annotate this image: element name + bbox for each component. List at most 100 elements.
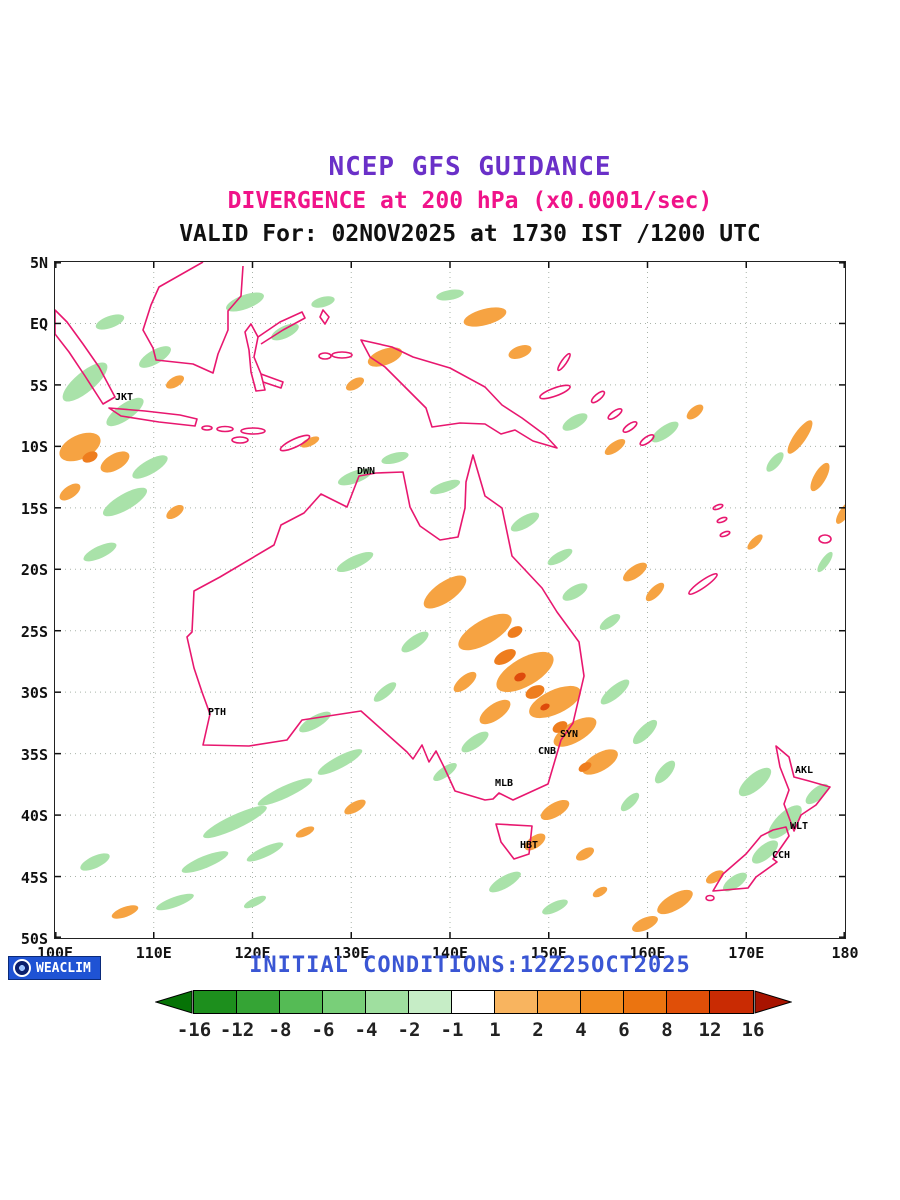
coast-vanuatu-2 [716, 516, 728, 524]
colorbar-segment [581, 991, 624, 1013]
colorbar-segment [237, 991, 280, 1013]
lon-tick-170e: 170E [728, 944, 765, 962]
lon-tick-130e: 130E [333, 944, 370, 962]
city-label-darwin: DWN [357, 466, 376, 477]
colorbar-segment [495, 991, 538, 1013]
coast-seram [331, 351, 353, 359]
lat-tick-40s: 40S [20, 807, 48, 825]
lon-tick-180: 180 [831, 944, 859, 962]
coast-fiji [818, 534, 832, 544]
lat-tick-35s: 35S [20, 746, 48, 764]
colorbar-segment [710, 991, 753, 1013]
lat-tick-eq: EQ [29, 315, 48, 333]
lon-tick-150e: 150E [530, 944, 567, 962]
colorbar-segment [194, 991, 237, 1013]
coast-vanuatu-3 [719, 530, 731, 538]
intense-positive-shading [514, 672, 550, 711]
colorbar-label: 2 [532, 1019, 544, 1041]
colorbar-label: -12 [219, 1019, 255, 1041]
latlon-grid [55, 262, 845, 938]
positive-divergence-shading [59, 307, 845, 933]
coast-sumatra [55, 309, 116, 405]
city-label-sydney: SYN [560, 729, 579, 740]
coast-new-guinea [360, 339, 558, 449]
city-label-christchurch: CCH [772, 850, 791, 861]
coast-nz-north [775, 745, 831, 832]
colorbar-label: -6 [311, 1019, 335, 1041]
negative-divergence-shading [62, 289, 833, 915]
colorbar-segment [452, 991, 495, 1013]
colorbar-label: 4 [575, 1019, 587, 1041]
colorbar-label: -4 [354, 1019, 378, 1041]
colorbar-label: 6 [618, 1019, 630, 1041]
lat-tick-10s: 10S [20, 438, 48, 456]
initial-conditions-text: INITIAL CONDITIONS:12Z25OCT2025 [249, 953, 691, 978]
colorbar-segment [409, 991, 452, 1013]
title-model: NCEP GFS GUIDANCE [328, 152, 612, 182]
coast-solomon-2 [622, 420, 638, 434]
colorbar-segment [667, 991, 710, 1013]
city-label-wellington: WLT [790, 821, 809, 832]
title-field: DIVERGENCE at 200 hPa (x0.0001/sec) [227, 188, 713, 214]
coast-borneo [142, 262, 244, 374]
coast-bali [201, 425, 213, 431]
lat-tick-50s: 50S [20, 930, 48, 948]
colorbar-label: 1 [489, 1019, 501, 1041]
coast-new-caledonia [688, 573, 718, 595]
city-label-melbourne: MLB [495, 778, 514, 789]
city-label-perth: PTH [208, 707, 227, 718]
coast-tasmania [495, 823, 533, 860]
lat-tick-5s: 5S [29, 377, 48, 395]
coast-sulawesi [244, 323, 266, 392]
colorbar-legend: -16 -12 -8 -6 -4 -2 -1 1 2 4 6 8 12 16 [155, 990, 795, 1042]
weaclim-logo-icon [13, 959, 31, 977]
lat-tick-30s: 30S [20, 684, 48, 702]
coast-buru [318, 352, 332, 360]
lat-tick-25s: 25S [20, 623, 48, 641]
map-plot-area: JKT DWN PTH SYN CNB MLB HBT AKL WLT CCH [54, 261, 846, 939]
lon-tick-140e: 140E [431, 944, 469, 962]
lat-tick-45s: 45S [20, 869, 48, 887]
coast-flores [240, 427, 266, 435]
coast-timor [279, 434, 311, 452]
colorbar-right-arrow [754, 990, 792, 1014]
colorbar-label: -1 [440, 1019, 464, 1041]
lon-tick-110e: 110E [135, 944, 172, 962]
colorbar-label: -2 [397, 1019, 421, 1041]
colorbar-segment [366, 991, 409, 1013]
lat-tick-5n: 5N [29, 254, 48, 272]
coast-new-ireland [557, 352, 571, 372]
axis-ticks [55, 262, 845, 938]
city-label-auckland: AKL [795, 765, 814, 776]
coast-vanuatu-1 [712, 503, 724, 511]
map-graphics [55, 262, 845, 938]
coast-sulawesi-arm-se [260, 373, 284, 389]
coast-sumba [231, 436, 249, 444]
colorbar-segment [280, 991, 323, 1013]
coast-java [108, 407, 198, 427]
colorbar-label: 8 [661, 1019, 673, 1041]
coast-solomon-1 [607, 407, 623, 421]
coastlines [55, 262, 832, 902]
lon-tick-120e: 120E [234, 944, 271, 962]
city-label-hobart: HBT [520, 840, 539, 851]
colorbar-segment [624, 991, 667, 1013]
weaclim-logo: WEACLIM [8, 956, 101, 980]
colorbar-segment [323, 991, 366, 1013]
lat-tick-20s: 20S [20, 561, 48, 579]
coast-halmahera [319, 309, 330, 325]
colorbar-label: 12 [698, 1019, 722, 1041]
colorbar-label: -8 [268, 1019, 292, 1041]
lon-tick-160e: 160E [629, 944, 666, 962]
weaclim-logo-text: WEACLIM [36, 960, 91, 976]
coast-solomon-3 [639, 433, 655, 447]
colorbar-left-arrow [155, 990, 193, 1014]
colorbar-segment [538, 991, 581, 1013]
coast-australia [186, 454, 585, 801]
city-label-jakarta: JKT [115, 392, 134, 403]
city-label-canberra: CNB [538, 746, 557, 757]
coast-nz-south [712, 826, 790, 892]
coast-bougainville [590, 390, 606, 404]
title-valid-time: VALID For: 02NOV2025 at 1730 IST /1200 U… [179, 221, 761, 247]
